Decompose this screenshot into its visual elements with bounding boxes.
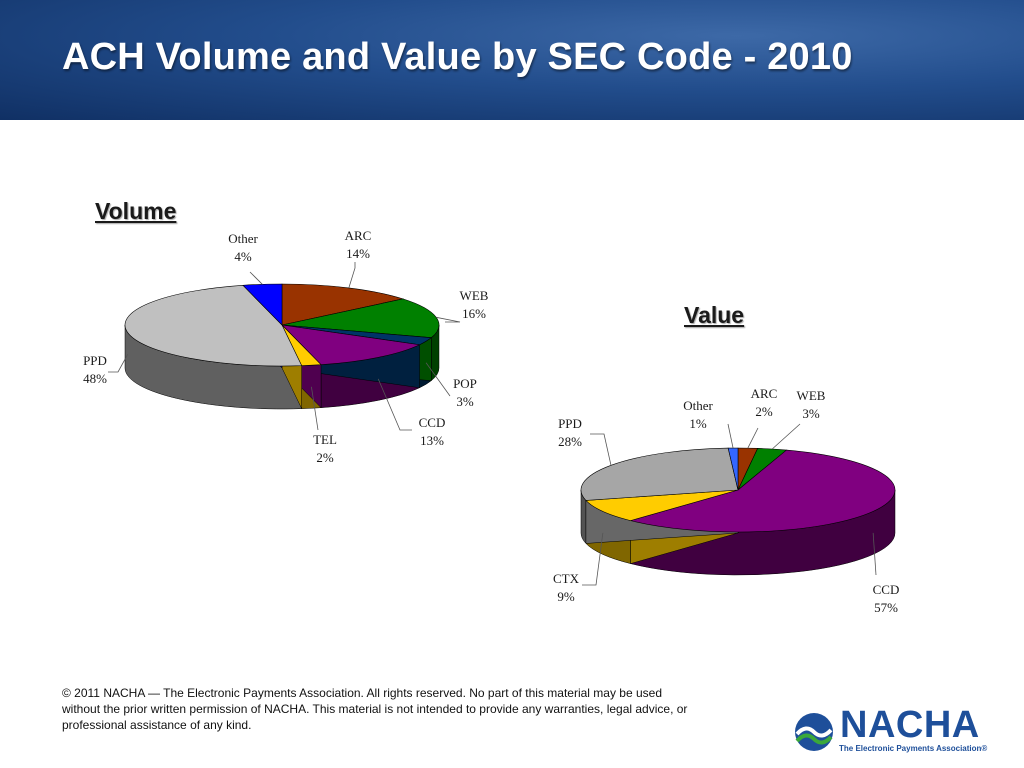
volume-leader-line-ccd <box>377 378 412 431</box>
nacha-logo-tagline: The Electronic Payments Association® <box>839 744 988 753</box>
volume-label-arc: ARC <box>345 228 372 243</box>
value-value-arc: 2% <box>755 404 773 419</box>
value-label-ppd: PPD <box>558 416 582 431</box>
volume-label-ppd: PPD <box>83 353 107 368</box>
volume-value-tel: 2% <box>316 450 334 465</box>
volume-leader-line-other <box>249 271 263 285</box>
volume-value-ppd: 48% <box>83 371 107 386</box>
volume-value-pop: 3% <box>456 394 474 409</box>
slide-title: ACH Volume and Value by SEC Code - 2010 <box>62 36 853 78</box>
value-slice-ctx <box>585 489 739 521</box>
volume-slice-arc <box>281 283 405 326</box>
value-value-web: 3% <box>802 406 820 421</box>
value-leader-line-other <box>727 423 734 449</box>
volume-label-web: WEB <box>460 288 489 303</box>
volume-value-ccd: 13% <box>420 433 444 448</box>
title-banner: ACH Volume and Value by SEC Code - 2010 <box>0 0 1024 120</box>
volume-value-other: 4% <box>234 249 252 264</box>
value-value-other: 1% <box>689 416 707 431</box>
volume-leader-line-web <box>436 316 461 323</box>
volume-chart-title: Volume <box>95 198 177 224</box>
value-value-ctx: 9% <box>557 589 575 604</box>
volume-value-arc: 14% <box>346 246 370 261</box>
value-leader-line-web <box>771 423 801 450</box>
nacha-logo: NACHA The Electronic Payments Associatio… <box>792 704 992 756</box>
nacha-logo-name: NACHA <box>840 704 980 746</box>
value-label-other: Other <box>683 398 713 413</box>
value-label-arc: ARC <box>751 386 778 401</box>
volume-label-ccd: CCD <box>419 415 446 430</box>
value-value-ccd: 57% <box>874 600 898 615</box>
value-slice-ccd <box>629 449 896 533</box>
value-slice-ppd <box>580 447 739 501</box>
value-label-web: WEB <box>797 388 826 403</box>
volume-leader-line-tel <box>311 386 319 431</box>
copyright-notice: © 2011 NACHA — The Electronic Payments A… <box>62 686 688 732</box>
value-chart-title: Value <box>684 302 745 328</box>
value-leader-line-arc <box>747 427 759 449</box>
volume-label-tel: TEL <box>313 432 337 447</box>
pie-charts: ARC 14% WEB 16% POP 3% CCD 13% TEL 2% PPD 48% Other 4… <box>83 228 900 615</box>
volume-slice-other <box>242 283 283 326</box>
volume-value-web: 16% <box>462 306 486 321</box>
volume-label-other: Other <box>228 231 258 246</box>
nacha-logo-icon <box>795 713 833 751</box>
value-leader-line-ccd <box>872 532 877 576</box>
volume-slice-ppd <box>124 284 303 367</box>
volume-leader-line-arc <box>348 262 356 289</box>
volume-label-pop: POP <box>453 376 477 391</box>
value-slice-other <box>727 447 739 491</box>
volume-slice-ccd <box>281 324 421 366</box>
value-value-ppd: 28% <box>558 434 582 449</box>
value-label-ctx: CTX <box>553 571 580 586</box>
volume-leader-line-ppd <box>108 353 129 373</box>
value-leader-line-ctx <box>582 532 604 586</box>
value-leader-line-ppd <box>590 433 612 466</box>
value-label-ccd: CCD <box>873 582 900 597</box>
volume-leader-line-pop <box>425 362 451 397</box>
